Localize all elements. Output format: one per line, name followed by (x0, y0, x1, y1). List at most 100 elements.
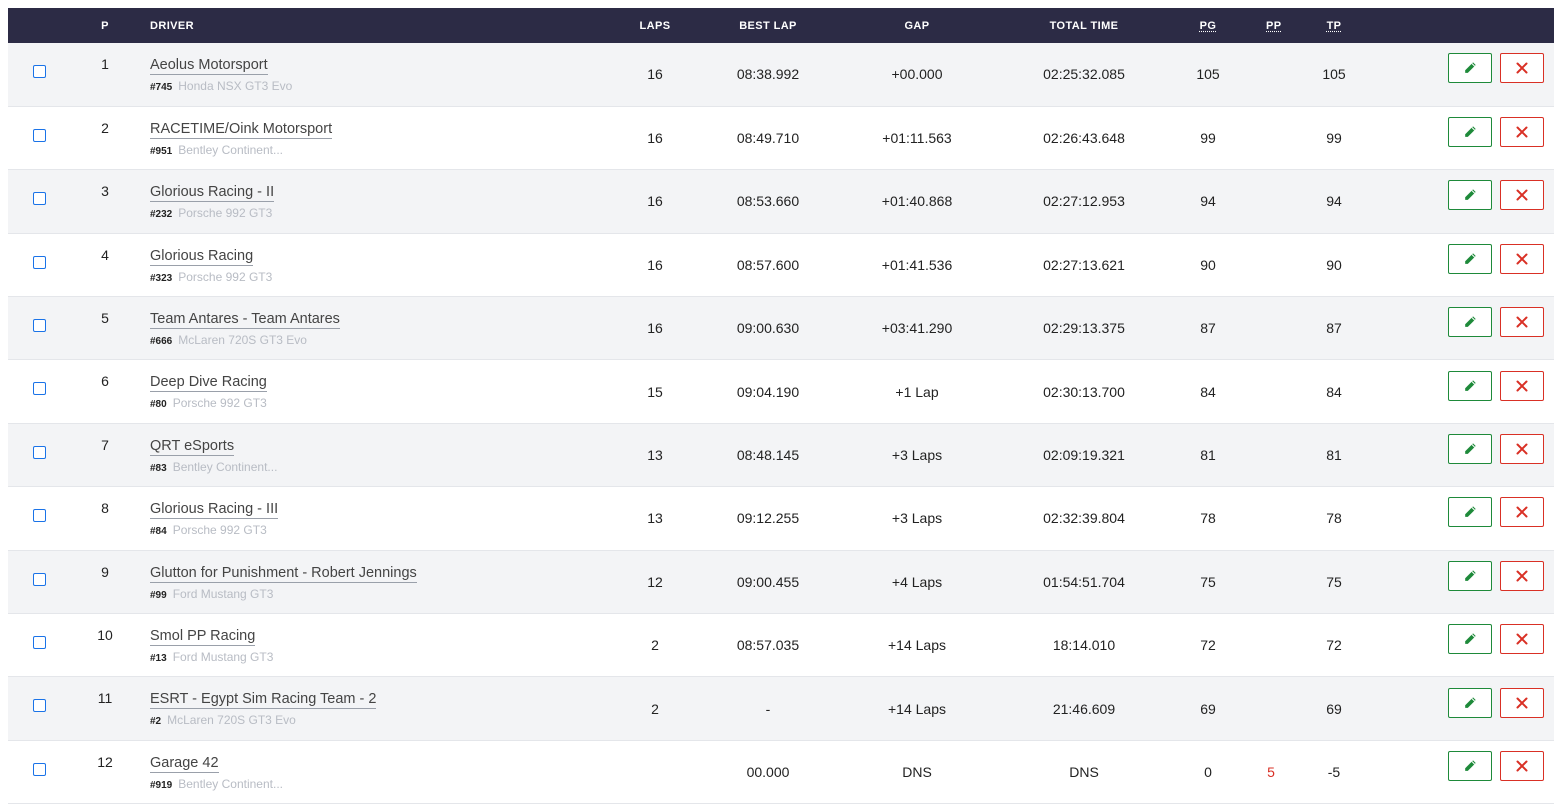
pencil-icon (1465, 760, 1476, 771)
row-checkbox[interactable] (32, 445, 46, 459)
edit-button[interactable] (1448, 307, 1493, 338)
team-name-link[interactable]: QRT eSports (150, 437, 235, 456)
tp-cell: 84 (1326, 383, 1342, 400)
delete-button[interactable] (1500, 624, 1544, 655)
header-laps[interactable]: LAPS (639, 19, 671, 32)
header-position[interactable]: P (101, 19, 109, 32)
select-cell (8, 614, 60, 677)
team-name-link[interactable]: ESRT - Egypt Sim Racing Team - 2 (150, 691, 377, 710)
tp-cell: 105 (1322, 66, 1346, 83)
pp-cell (1266, 677, 1276, 740)
header-gap[interactable]: GAP (904, 19, 930, 32)
total-time-cell: 02:25:32.085 (1043, 66, 1125, 83)
car-number: #951 (150, 145, 173, 157)
best-lap-cell: 08:53.660 (736, 193, 800, 210)
header-best-lap[interactable]: BEST LAP (739, 19, 797, 32)
edit-button[interactable] (1448, 370, 1493, 401)
row-checkbox[interactable] (32, 65, 46, 78)
car-info: #84 Porsche 992 GT3 (150, 523, 590, 539)
total-time-cell: 18:14.010 (1052, 637, 1116, 654)
row-checkbox[interactable] (32, 382, 46, 396)
total-time-cell: 02:26:43.648 (1043, 130, 1125, 147)
driver-cell: Smol PP Racing #13 Ford Mustang GT3 (150, 614, 590, 677)
best-lap-cell: 09:00.630 (736, 320, 800, 337)
edit-button[interactable] (1448, 117, 1493, 148)
row-checkbox[interactable] (32, 128, 46, 142)
position-cell: 2 (101, 119, 109, 136)
team-name-link[interactable]: Glorious Racing - II (150, 184, 275, 203)
team-name-link[interactable]: Garage 42 (150, 754, 219, 773)
delete-button[interactable] (1500, 307, 1544, 338)
total-time-cell: 21:46.609 (1052, 700, 1116, 717)
pg-cell: 94 (1200, 193, 1216, 210)
row-checkbox[interactable] (32, 319, 46, 333)
delete-button[interactable] (1500, 370, 1544, 401)
laps-cell: 16 (647, 130, 663, 147)
car-number: #232 (150, 209, 173, 221)
delete-button[interactable] (1500, 497, 1544, 528)
laps-cell: 15 (647, 383, 663, 400)
delete-button[interactable] (1500, 687, 1544, 718)
select-cell (8, 423, 60, 486)
laps-cell (590, 740, 720, 803)
delete-button[interactable] (1500, 750, 1544, 781)
position-cell: 10 (97, 627, 113, 644)
header-select (8, 8, 60, 43)
row-checkbox[interactable] (32, 192, 46, 206)
pg-cell: 90 (1200, 256, 1216, 273)
table-row: 10 Smol PP Racing #13 Ford Mustang GT3 2 … (8, 613, 1554, 677)
edit-button[interactable] (1448, 180, 1493, 211)
edit-button[interactable] (1448, 687, 1493, 718)
total-time-cell: 02:29:13.375 (1043, 320, 1125, 337)
total-time-cell: 02:27:12.953 (1043, 193, 1125, 210)
row-checkbox[interactable] (32, 255, 46, 269)
row-checkbox[interactable] (32, 762, 46, 776)
row-checkbox[interactable] (32, 699, 46, 713)
x-icon (1516, 380, 1528, 392)
gap-cell: +1 Lap (895, 383, 939, 400)
edit-button[interactable] (1448, 243, 1493, 274)
delete-button[interactable] (1500, 53, 1544, 84)
team-name-link[interactable]: Smol PP Racing (150, 628, 256, 647)
car-model: Honda NSX GT3 Evo (178, 79, 293, 93)
team-name-link[interactable]: Team Antares - Team Antares (150, 311, 340, 330)
header-driver[interactable]: DRIVER (150, 19, 194, 32)
delete-button[interactable] (1500, 243, 1544, 274)
header-total-time[interactable]: TOTAL TIME (1049, 19, 1119, 32)
pg-cell: 81 (1200, 447, 1216, 464)
team-name-link[interactable]: Deep Dive Racing (150, 374, 267, 393)
delete-button[interactable] (1500, 180, 1544, 211)
team-name-link[interactable]: Glorious Racing - III (150, 501, 279, 520)
car-number: #99 (150, 589, 167, 601)
team-name-link[interactable]: Glorious Racing (150, 247, 254, 266)
row-checkbox[interactable] (32, 636, 46, 650)
header-pg[interactable]: PG (1150, 8, 1266, 43)
car-number: #80 (150, 399, 167, 411)
row-checkbox[interactable] (32, 509, 46, 523)
actions-cell (1392, 106, 1554, 169)
header-pp[interactable]: PP (1266, 8, 1281, 43)
delete-button[interactable] (1500, 560, 1544, 591)
driver-cell: Glorious Racing #323 Porsche 992 GT3 (150, 233, 590, 296)
table-row: 1 Aeolus Motorsport #745 Honda NSX GT3 Ev… (8, 43, 1554, 107)
team-name-link[interactable]: Glutton for Punishment - Robert Jennings (150, 564, 417, 583)
delete-button[interactable] (1500, 434, 1544, 465)
driver-cell: Glutton for Punishment - Robert Jennings… (150, 550, 590, 613)
pencil-icon (1465, 62, 1476, 74)
position-cell: 4 (101, 246, 109, 263)
edit-button[interactable] (1448, 497, 1493, 528)
edit-button[interactable] (1448, 560, 1493, 591)
edit-button[interactable] (1448, 624, 1493, 655)
header-tp[interactable]: TP (1276, 8, 1392, 43)
laps-cell: 16 (647, 193, 663, 210)
edit-button[interactable] (1448, 750, 1493, 781)
pencil-icon (1465, 379, 1476, 391)
team-name-link[interactable]: Aeolus Motorsport (150, 57, 268, 75)
edit-button[interactable] (1448, 53, 1493, 84)
total-time-cell: 02:27:13.621 (1043, 256, 1125, 273)
edit-button[interactable] (1448, 434, 1493, 465)
pg-cell: 99 (1200, 130, 1216, 147)
team-name-link[interactable]: RACETIME/Oink Motorsport (150, 120, 333, 139)
row-checkbox[interactable] (32, 572, 46, 586)
delete-button[interactable] (1500, 117, 1544, 148)
